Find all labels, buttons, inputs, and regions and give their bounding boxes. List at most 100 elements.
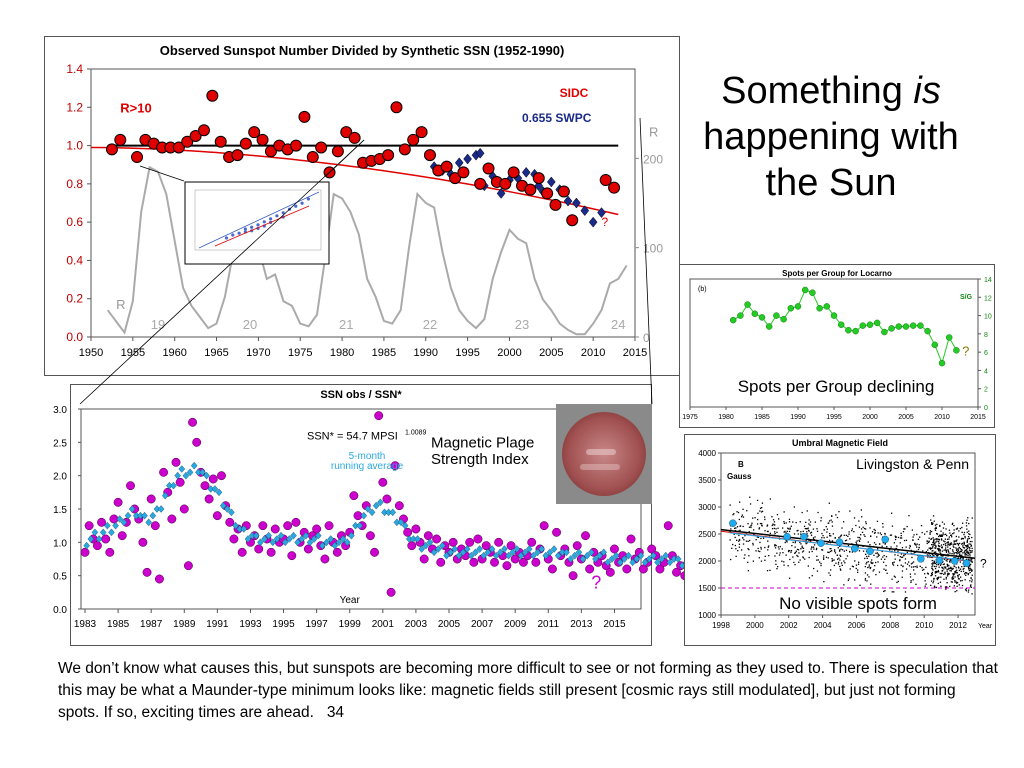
measurement-point [785,554,787,556]
monthly-point [291,517,301,527]
x-tick-label: 2003 [405,619,428,630]
measurement-point [964,579,966,581]
measurement-point [862,550,865,552]
running-avg-point [368,508,376,517]
measurement-point [741,514,743,516]
measurement-point [939,549,941,551]
measurement-point [736,539,738,541]
x-tick-label: 1990 [790,414,806,421]
measurement-point [968,565,971,567]
y-tick-label: 2 [984,387,988,394]
measurement-point [806,510,808,512]
measurement-point [823,529,825,531]
measurement-point [963,533,965,536]
measurement-point [945,588,947,590]
measurement-point [873,528,875,531]
measurement-point [844,540,847,542]
measurement-point [757,512,759,514]
measurement-point [890,546,892,548]
measurement-point [945,556,947,559]
running-avg-point [546,548,554,557]
measurement-point [928,541,930,543]
measurement-point [963,565,965,567]
running-avg-point [112,521,119,530]
measurement-point [858,536,861,539]
measurement-point [966,572,968,574]
measurement-point [843,584,845,586]
measurement-point [792,521,794,523]
measurement-point [952,533,954,535]
measurement-point [831,521,833,523]
measurement-point [852,566,854,568]
measurement-point [970,545,972,547]
annotation-background [702,373,974,397]
measurement-point [971,561,973,563]
running-avg-point [170,481,177,490]
measurement-point [971,550,973,552]
running-avg-point [99,528,107,537]
measurement-point [935,526,937,528]
measurement-point [947,572,949,574]
measurement-point [813,567,815,570]
measurement-point [855,541,857,543]
measurement-point [733,513,735,515]
measurement-point [968,551,970,554]
measurement-point [938,547,940,550]
measurement-point [873,532,876,534]
measurement-point [843,534,845,536]
measurement-point [949,568,951,570]
running-avg-point [91,528,99,537]
measurement-point [959,580,962,582]
measurement-point [769,569,771,571]
spots-per-group-point [787,305,795,312]
y-tick-label: 1500 [698,584,716,593]
measurement-point [933,560,935,562]
measurement-point [933,577,935,580]
measurement-point [944,573,946,575]
measurement-point [959,551,961,553]
measurement-point [955,552,957,554]
measurement-point [797,555,799,558]
measurement-point [788,530,791,533]
measurement-point [968,530,970,532]
monthly-point [605,567,615,577]
measurement-point [866,555,868,558]
measurement-point [808,539,810,542]
measurement-point [811,546,813,548]
measurement-point [937,582,939,585]
measurement-point [861,516,863,518]
measurement-point [830,548,832,550]
measurement-point [808,556,810,559]
measurement-point [848,531,850,533]
measurement-point [829,533,831,535]
monthly-point [117,531,127,541]
measurement-point [912,561,915,563]
measurement-point [961,549,963,551]
measurement-point [767,540,769,542]
measurement-point [769,498,771,500]
measurement-point [964,554,966,556]
measurement-point [790,525,792,527]
measurement-point [947,541,949,543]
measurement-point [954,576,956,578]
spots-per-group-point [945,334,953,341]
measurement-point [951,577,953,579]
monthly-point [229,534,239,544]
measurement-point [938,539,941,541]
measurement-point [857,536,859,539]
measurement-point [849,510,851,512]
measurement-point [901,547,904,549]
measurement-point [883,568,885,570]
yearly-mean-point [935,556,944,565]
measurement-point [949,585,951,588]
measurement-point [794,552,796,554]
monthly-point [171,457,181,467]
measurement-point [874,529,876,532]
footer-paragraph: We don’t know what causes this, but suns… [58,660,998,721]
measurement-point [944,549,947,551]
measurement-point [967,517,969,519]
measurement-point [968,568,970,570]
measurement-point [964,589,967,591]
measurement-point [915,544,917,546]
measurement-point [930,530,933,533]
